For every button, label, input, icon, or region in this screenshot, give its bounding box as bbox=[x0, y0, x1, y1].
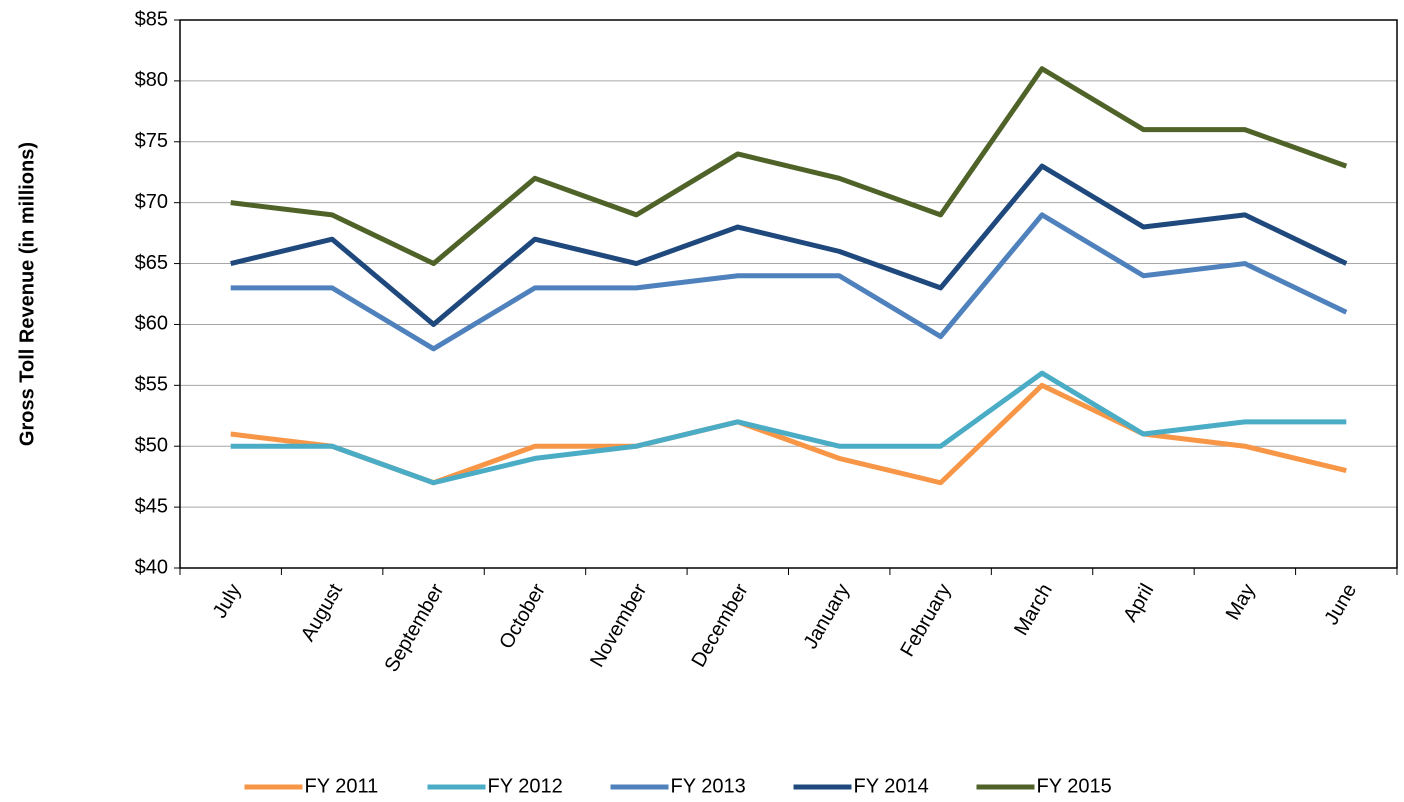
x-tick-label: February bbox=[896, 580, 955, 660]
y-tick-label: $70 bbox=[135, 191, 168, 213]
x-tick-label: March bbox=[1010, 580, 1057, 639]
legend-label: FY 2011 bbox=[305, 775, 379, 797]
legend-label: FY 2012 bbox=[488, 775, 563, 797]
x-tick-label: November bbox=[586, 580, 651, 671]
series-line bbox=[230, 212, 1348, 352]
legend-label: FY 2013 bbox=[671, 775, 746, 797]
x-tick-label: October bbox=[495, 580, 550, 653]
x-tick-label: January bbox=[799, 580, 854, 653]
y-tick-label: $85 bbox=[135, 8, 168, 30]
y-tick-label: $75 bbox=[135, 130, 168, 152]
y-tick-label: $80 bbox=[135, 69, 168, 91]
x-tick-label: September bbox=[380, 580, 448, 676]
y-tick-label: $40 bbox=[135, 556, 168, 578]
legend-label: FY 2015 bbox=[1037, 775, 1112, 797]
y-tick-label: $50 bbox=[135, 435, 168, 457]
x-tick-label: May bbox=[1222, 580, 1260, 624]
x-tick-label: August bbox=[297, 580, 347, 645]
y-axis-label: Gross Toll Revenue (in millions) bbox=[16, 142, 38, 446]
y-tick-label: $65 bbox=[135, 252, 168, 274]
legend-label: FY 2014 bbox=[854, 775, 929, 797]
y-tick-label: $55 bbox=[135, 374, 168, 396]
y-tick-label: $45 bbox=[135, 495, 168, 517]
series-line bbox=[230, 370, 1347, 486]
x-tick-label: July bbox=[209, 580, 246, 622]
x-tick-label: April bbox=[1119, 580, 1158, 626]
series-line bbox=[230, 163, 1348, 327]
x-tick-label: June bbox=[1320, 580, 1361, 629]
x-tick-label: December bbox=[688, 580, 753, 671]
y-tick-label: $60 bbox=[135, 313, 168, 335]
plot-border bbox=[179, 19, 1398, 569]
series-line bbox=[230, 66, 1348, 267]
